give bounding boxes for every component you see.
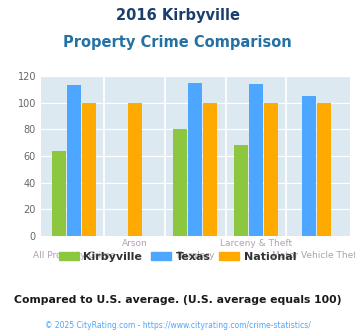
Text: Larceny & Theft: Larceny & Theft	[220, 239, 292, 248]
Text: All Property Crime: All Property Crime	[33, 251, 115, 260]
Bar	[302, 96, 316, 236]
Legend: Kirbyville, Texas, National: Kirbyville, Texas, National	[54, 248, 301, 267]
Bar	[52, 150, 66, 236]
Bar	[128, 103, 142, 236]
Text: Motor Vehicle Theft: Motor Vehicle Theft	[272, 251, 355, 260]
Text: Property Crime Comparison: Property Crime Comparison	[63, 35, 292, 50]
Text: © 2025 CityRating.com - https://www.cityrating.com/crime-statistics/: © 2025 CityRating.com - https://www.city…	[45, 321, 310, 330]
Bar	[188, 82, 202, 236]
Bar	[249, 84, 263, 236]
Bar	[264, 103, 278, 236]
Text: 2016 Kirbyville: 2016 Kirbyville	[115, 8, 240, 23]
Text: Arson: Arson	[122, 239, 148, 248]
Bar	[67, 85, 81, 236]
Bar	[173, 129, 187, 236]
Bar	[82, 103, 96, 236]
Bar	[203, 103, 217, 236]
Bar	[317, 103, 331, 236]
Text: Compared to U.S. average. (U.S. average equals 100): Compared to U.S. average. (U.S. average …	[14, 295, 341, 305]
Bar	[234, 145, 248, 236]
Text: Burglary: Burglary	[176, 251, 214, 260]
